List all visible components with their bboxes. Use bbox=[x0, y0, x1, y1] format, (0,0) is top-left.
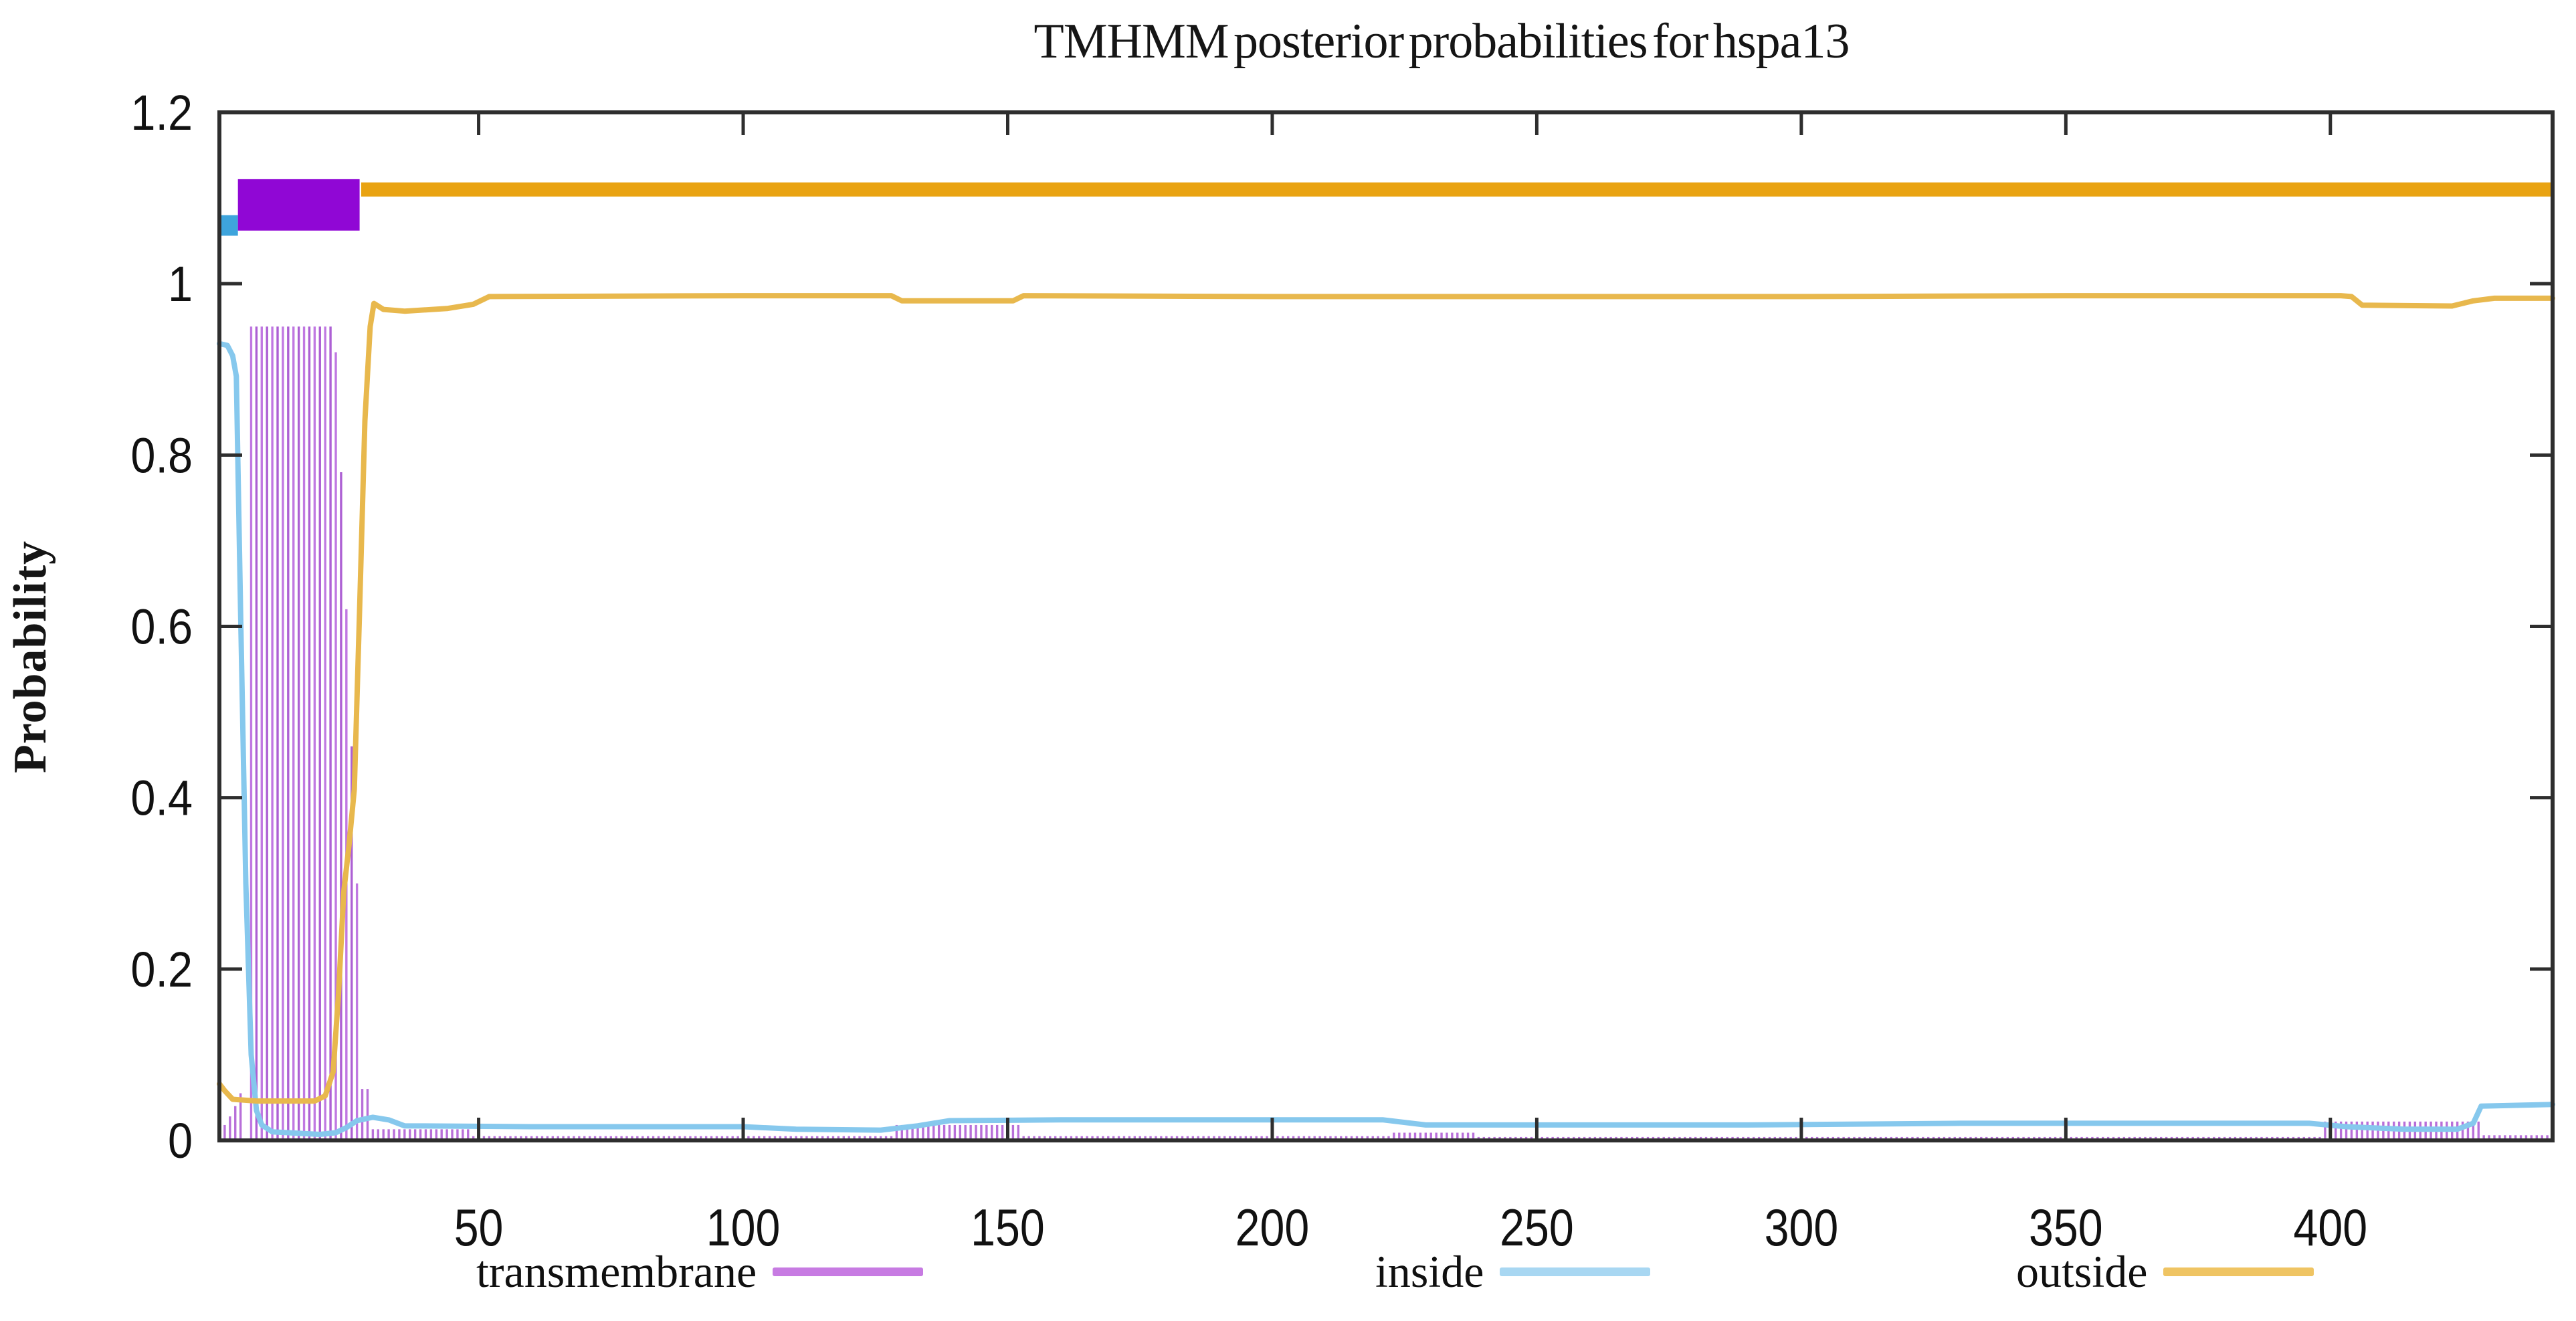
x-tick-label: 100 bbox=[706, 1199, 781, 1257]
legend-swatch-inside-line bbox=[1500, 1267, 1651, 1276]
outside-probability-line bbox=[217, 293, 2555, 1104]
plot-frame bbox=[217, 110, 2555, 1142]
y-tick-label: 0.6 bbox=[130, 599, 193, 654]
legend-swatch-outside-line bbox=[2163, 1267, 2314, 1276]
x-tick-label: 200 bbox=[1235, 1199, 1310, 1257]
legend-swatch-transmembrane-line bbox=[773, 1267, 924, 1276]
legend-label-inside: inside bbox=[1375, 1246, 1484, 1297]
topology-bars bbox=[219, 179, 2553, 236]
legend-item-outside: outside bbox=[2016, 1245, 2314, 1298]
legend-label-outside: outside bbox=[2016, 1246, 2148, 1297]
transmembrane-hatch bbox=[218, 326, 2554, 1138]
x-tick-label: 50 bbox=[454, 1199, 504, 1257]
inside-probability-line bbox=[217, 340, 2555, 1137]
y-tick-label: 0.4 bbox=[130, 770, 193, 825]
x-tick-label: 300 bbox=[1765, 1199, 1839, 1257]
chart-title: TMHMM posterior probabilities for hspa13 bbox=[1033, 14, 1850, 69]
y-axis-ticks: 0 0.2 0.4 0.6 0.8 1 1.2 bbox=[130, 85, 2551, 1168]
outside-top-bar bbox=[361, 182, 2553, 197]
y-tick-label: 1.2 bbox=[130, 85, 193, 140]
x-tick-label: 150 bbox=[971, 1199, 1045, 1257]
y-tick-label: 0.8 bbox=[130, 427, 193, 483]
transmembrane-top-bar bbox=[237, 179, 360, 231]
legend-item-transmembrane: transmembrane bbox=[476, 1245, 924, 1298]
y-tick-label: 0 bbox=[168, 1113, 193, 1168]
x-tick-label: 350 bbox=[2029, 1199, 2103, 1257]
x-axis-ticks: 50 100 150 200 250 300 350 400 bbox=[454, 114, 2367, 1257]
x-tick-label: 250 bbox=[1500, 1199, 1574, 1257]
y-tick-label: 1 bbox=[168, 256, 193, 312]
legend-label-transmembrane: transmembrane bbox=[476, 1246, 757, 1297]
legend-item-inside: inside bbox=[1375, 1245, 1651, 1298]
x-tick-label: 400 bbox=[2294, 1199, 2368, 1257]
y-tick-label: 0.2 bbox=[130, 942, 193, 997]
inside-top-bar bbox=[219, 215, 238, 236]
